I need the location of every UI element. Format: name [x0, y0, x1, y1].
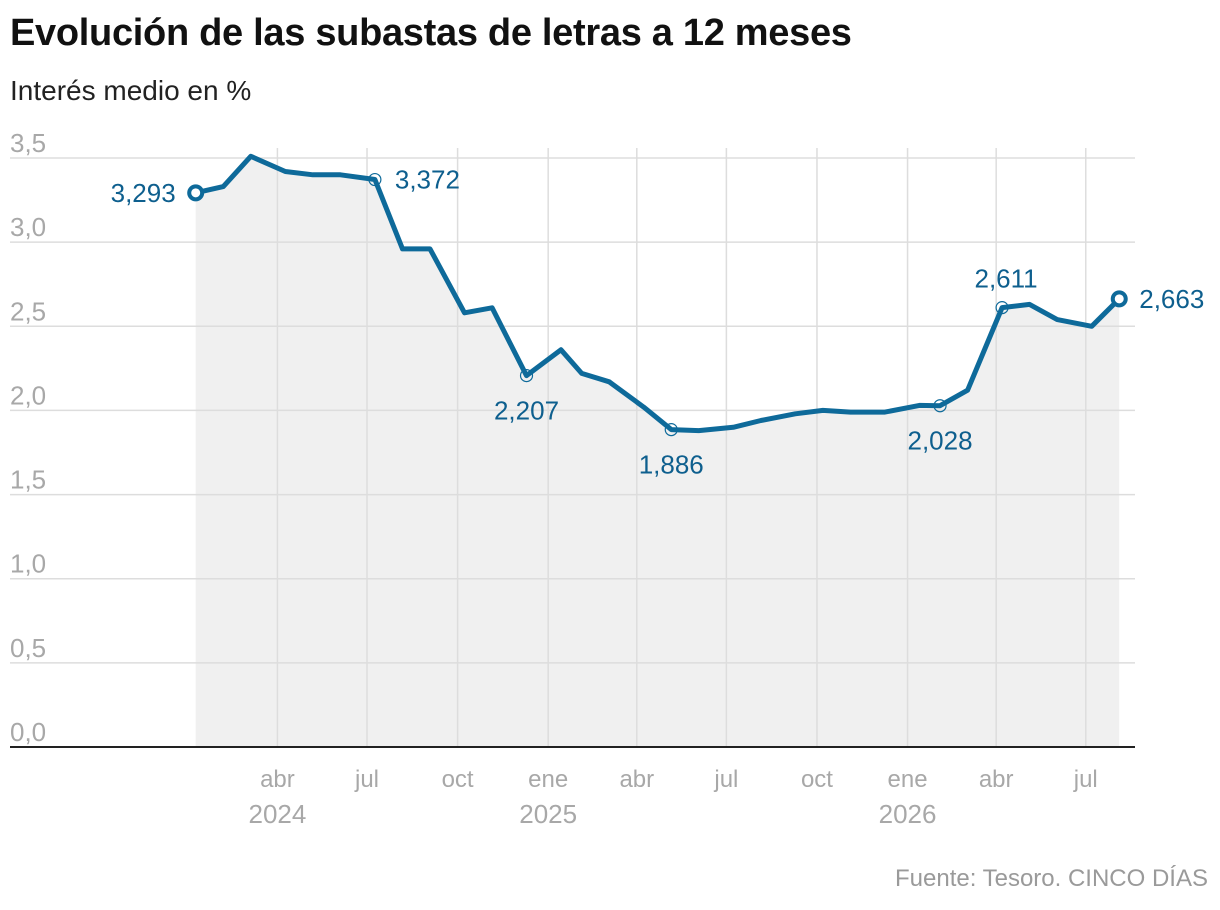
chart-title: Evolución de las subastas de letras a 12… — [10, 12, 852, 54]
y-tick-label: 2,5 — [10, 296, 46, 326]
y-tick-label: 3,0 — [10, 212, 46, 242]
x-tick-label: oct — [442, 766, 474, 793]
data-point-marker — [368, 172, 382, 187]
x-tick-label: oct — [801, 766, 833, 793]
data-label: 3,293 — [111, 178, 176, 208]
data-point-marker — [664, 423, 678, 437]
x-tick-year: 2024 — [248, 799, 306, 829]
data-label: 1,886 — [639, 450, 704, 480]
x-tick-year: 2025 — [519, 799, 577, 829]
axis-layer: 0,0 0,5 1,0 1,5 2,0 2,5 3,0 3,5 abr 2024 jul oct ene… — [10, 128, 1135, 829]
data-label: 2,663 — [1139, 284, 1204, 314]
grid-layer — [10, 148, 1135, 747]
y-tick-label: 0,0 — [10, 717, 46, 747]
x-tick-label: jul — [713, 766, 738, 793]
y-tick-label: 2,0 — [10, 380, 46, 410]
marker-layer — [187, 172, 1128, 437]
chart-subtitle: Interés medio en % — [10, 75, 252, 106]
x-tick-label: jul — [1073, 766, 1098, 793]
label-layer: 3,293 3,372 2,207 1,886 2,028 2,611 2,663 — [111, 165, 1205, 480]
end-point-marker — [187, 184, 205, 202]
x-tick-year: 2026 — [879, 799, 937, 829]
y-tick-label: 3,5 — [10, 128, 46, 158]
x-tick-label: ene — [528, 766, 568, 793]
x-tick-label: abr — [979, 766, 1014, 793]
series-line — [193, 153, 1122, 434]
y-tick-label: 1,5 — [10, 465, 46, 495]
data-label: 2,028 — [908, 426, 973, 456]
data-label: 2,207 — [494, 396, 559, 426]
area-fill — [195, 156, 1120, 748]
data-point-marker — [995, 301, 1009, 315]
data-point-marker — [519, 368, 534, 383]
end-point-marker — [1110, 290, 1128, 308]
x-tick-label: jul — [354, 766, 379, 793]
x-tick-label: abr — [260, 766, 295, 793]
data-label: 2,611 — [975, 264, 1038, 294]
source-note: Fuente: Tesoro. CINCO DÍAS — [894, 865, 1208, 892]
x-tick-label: ene — [888, 766, 928, 793]
line-layer — [193, 153, 1122, 434]
area-layer — [195, 156, 1120, 748]
y-tick-label: 1,0 — [10, 549, 46, 579]
y-tick-label: 0,5 — [10, 633, 46, 663]
x-tick-label: abr — [619, 766, 654, 793]
data-label: 3,372 — [395, 165, 460, 195]
data-point-marker — [933, 399, 947, 413]
